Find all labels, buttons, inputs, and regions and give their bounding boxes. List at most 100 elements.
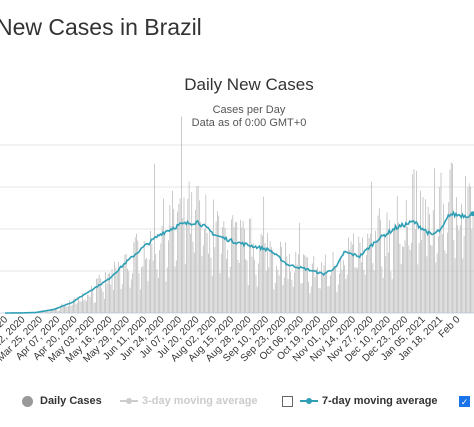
- daily-case-bar[interactable]: [102, 291, 104, 313]
- daily-case-bar[interactable]: [49, 311, 51, 313]
- daily-case-bar[interactable]: [354, 267, 356, 313]
- daily-case-bar[interactable]: [364, 274, 366, 313]
- daily-case-bar[interactable]: [423, 230, 425, 313]
- daily-case-bar[interactable]: [209, 229, 211, 313]
- daily-case-bar[interactable]: [150, 230, 151, 313]
- daily-case-bar[interactable]: [97, 278, 99, 313]
- daily-case-bar[interactable]: [268, 267, 270, 313]
- daily-case-bar[interactable]: [269, 241, 271, 313]
- daily-case-bar[interactable]: [439, 187, 441, 313]
- daily-case-bar[interactable]: [130, 279, 132, 313]
- daily-case-bar[interactable]: [101, 288, 103, 313]
- daily-case-bar[interactable]: [380, 219, 381, 313]
- daily-case-bar[interactable]: [235, 222, 236, 313]
- daily-case-bar[interactable]: [337, 284, 339, 313]
- 7-day-average-checkbox[interactable]: ✓: [459, 396, 470, 407]
- daily-case-bar[interactable]: [47, 309, 49, 313]
- daily-case-bar[interactable]: [440, 172, 442, 313]
- daily-case-bar[interactable]: [56, 307, 58, 313]
- daily-case-bar[interactable]: [278, 275, 280, 313]
- daily-case-bar[interactable]: [244, 228, 245, 313]
- daily-case-bar[interactable]: [355, 267, 357, 313]
- daily-case-bar[interactable]: [304, 255, 306, 313]
- daily-case-bar[interactable]: [305, 256, 307, 313]
- daily-case-bar[interactable]: [393, 228, 394, 313]
- daily-case-bar[interactable]: [195, 209, 196, 313]
- 3-day-average-checkbox[interactable]: [282, 396, 293, 407]
- daily-case-bar[interactable]: [443, 203, 444, 313]
- daily-case-bar[interactable]: [179, 198, 181, 313]
- daily-case-bar[interactable]: [111, 269, 113, 313]
- daily-case-bar[interactable]: [363, 269, 365, 313]
- daily-case-bar[interactable]: [100, 278, 101, 314]
- daily-case-bar[interactable]: [204, 228, 205, 313]
- daily-case-bar[interactable]: [467, 187, 469, 313]
- daily-case-bar[interactable]: [80, 301, 82, 313]
- daily-case-bar[interactable]: [214, 247, 216, 313]
- daily-case-bar[interactable]: [357, 268, 358, 313]
- daily-case-bar[interactable]: [142, 266, 144, 313]
- daily-case-bar[interactable]: [114, 261, 115, 313]
- daily-case-bar[interactable]: [368, 238, 370, 313]
- daily-case-bar[interactable]: [458, 230, 460, 313]
- daily-case-bar[interactable]: [211, 275, 213, 313]
- daily-case-bar[interactable]: [454, 258, 456, 313]
- daily-case-bar[interactable]: [263, 196, 265, 313]
- daily-case-bar[interactable]: [390, 271, 392, 313]
- daily-case-bar[interactable]: [53, 308, 55, 313]
- daily-case-bar[interactable]: [270, 246, 272, 313]
- daily-case-bar[interactable]: [64, 305, 65, 313]
- daily-case-bar[interactable]: [288, 253, 290, 313]
- daily-case-bar[interactable]: [342, 260, 344, 313]
- daily-case-bar[interactable]: [432, 210, 434, 313]
- daily-case-bar[interactable]: [386, 212, 388, 313]
- daily-case-bar[interactable]: [416, 170, 417, 313]
- daily-case-bar[interactable]: [241, 227, 243, 313]
- daily-case-bar[interactable]: [245, 259, 247, 313]
- daily-case-bar[interactable]: [172, 190, 173, 313]
- daily-case-bar[interactable]: [88, 295, 90, 313]
- daily-case-bar[interactable]: [295, 251, 297, 313]
- daily-case-bar[interactable]: [226, 259, 227, 313]
- daily-case-bar[interactable]: [409, 250, 411, 313]
- daily-case-bar[interactable]: [286, 256, 288, 313]
- daily-case-bar[interactable]: [322, 275, 324, 313]
- daily-case-bar[interactable]: [378, 208, 380, 313]
- daily-case-bar[interactable]: [123, 262, 124, 313]
- daily-case-bar[interactable]: [92, 288, 94, 313]
- daily-case-bar[interactable]: [148, 259, 150, 313]
- daily-case-bar[interactable]: [120, 288, 122, 313]
- daily-case-bar[interactable]: [308, 281, 310, 313]
- daily-case-bar[interactable]: [345, 278, 347, 313]
- seven-day-average-line[interactable]: [5, 210, 474, 314]
- daily-case-bar[interactable]: [181, 116, 182, 314]
- daily-case-bar[interactable]: [381, 266, 383, 313]
- daily-case-bar[interactable]: [274, 282, 276, 313]
- daily-case-bar[interactable]: [336, 291, 338, 313]
- daily-case-bar[interactable]: [445, 253, 447, 313]
- daily-case-bar[interactable]: [218, 215, 220, 313]
- daily-case-bar[interactable]: [408, 245, 410, 313]
- daily-case-bar[interactable]: [163, 198, 164, 313]
- daily-case-bar[interactable]: [313, 256, 315, 313]
- daily-case-bar[interactable]: [109, 272, 110, 313]
- daily-case-bar[interactable]: [98, 274, 100, 313]
- daily-case-bar[interactable]: [339, 273, 340, 313]
- daily-case-bar[interactable]: [73, 299, 74, 313]
- daily-case-bar[interactable]: [67, 306, 69, 313]
- daily-case-bar[interactable]: [333, 267, 335, 313]
- daily-case-bar[interactable]: [159, 250, 160, 313]
- daily-case-bar[interactable]: [89, 297, 91, 313]
- daily-case-bar[interactable]: [259, 245, 261, 313]
- daily-case-bar[interactable]: [330, 275, 331, 313]
- daily-case-bar[interactable]: [318, 288, 320, 313]
- daily-case-bar[interactable]: [200, 221, 202, 313]
- daily-case-bar[interactable]: [323, 265, 325, 313]
- daily-case-bar[interactable]: [174, 266, 176, 313]
- daily-case-bar[interactable]: [371, 181, 372, 313]
- daily-case-bar[interactable]: [346, 274, 348, 313]
- daily-case-bar[interactable]: [279, 241, 281, 313]
- daily-case-bar[interactable]: [157, 277, 159, 313]
- daily-case-bar[interactable]: [93, 302, 95, 313]
- daily-case-bar[interactable]: [75, 304, 77, 313]
